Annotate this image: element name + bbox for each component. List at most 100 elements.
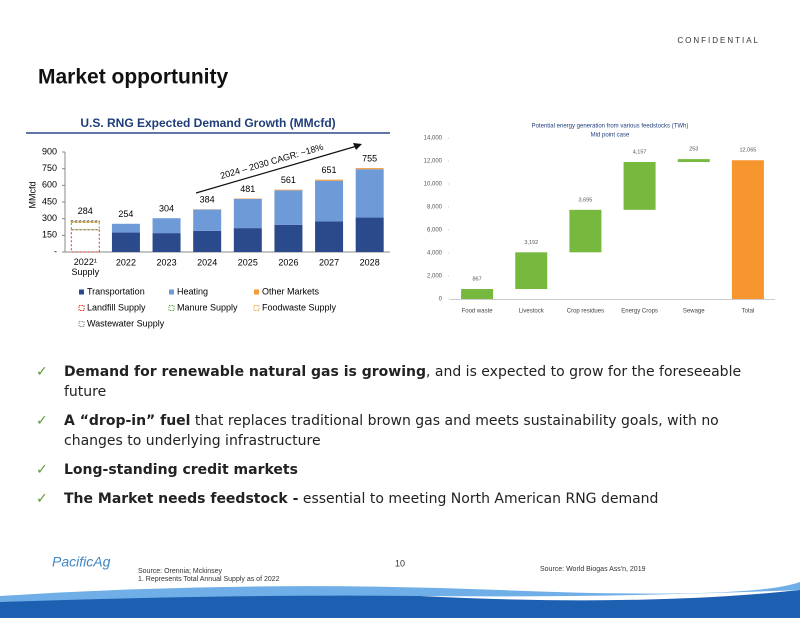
bullet-rest: , and is expected to grow for the forese… xyxy=(64,364,742,400)
bar-segment xyxy=(152,218,181,234)
source-right: Source: World Biogas Ass'n, 2019 xyxy=(540,566,646,573)
bar-segment xyxy=(70,219,100,222)
x-tick-label: Sewage xyxy=(683,309,705,315)
y-tick-label: 8,000 xyxy=(427,205,443,211)
bullet-rest: that replaces traditional brown gas and … xyxy=(64,413,719,449)
bar-segment xyxy=(193,209,222,231)
footer-wave-light xyxy=(0,582,800,602)
bullet-bold: The Market needs feedstock - xyxy=(64,491,299,507)
bar-segment xyxy=(315,221,344,252)
y-tick-label: 300 xyxy=(42,213,57,223)
y-tick-label: 6,000 xyxy=(427,228,443,234)
value-label: 3,192 xyxy=(524,240,538,246)
footer-wave xyxy=(0,590,800,618)
x-tick-label: 2023 xyxy=(157,257,177,267)
waterfall-bar xyxy=(677,159,710,163)
slide-title: Market opportunity xyxy=(38,66,228,89)
value-label: 3,695 xyxy=(579,197,593,203)
legend-swatch xyxy=(169,289,174,295)
cagr-arrow xyxy=(195,145,358,194)
value-label: 867 xyxy=(472,276,481,282)
legend-label: Other Markets xyxy=(262,286,320,296)
y-tick-label: 600 xyxy=(42,180,57,190)
x-tick-label: 2024 xyxy=(197,257,217,267)
legend-label: Foodwaste Supply xyxy=(262,302,337,312)
waterfall-bar xyxy=(731,160,764,299)
waterfall-bar xyxy=(461,289,494,299)
value-label: 4,157 xyxy=(633,149,647,155)
total-label: 481 xyxy=(240,184,255,194)
total-label: 284 xyxy=(78,206,93,216)
check-mark: ✓ xyxy=(36,413,48,429)
footnote: 1. Represents Total Annual Supply as of … xyxy=(138,576,280,583)
check-mark: ✓ xyxy=(36,491,48,507)
bullet-bold: Demand for renewable natural gas is grow… xyxy=(64,364,426,380)
y-tick-label: 14,000 xyxy=(424,136,443,142)
x-tick-label: Livestock xyxy=(519,309,545,315)
total-label: 304 xyxy=(159,204,174,214)
legend-swatch xyxy=(253,305,260,311)
bar-segment xyxy=(355,169,384,218)
y-tick-label: 2,000 xyxy=(427,274,443,280)
bar-segment xyxy=(233,199,262,229)
bullet-rest: essential to meeting North American RNG … xyxy=(298,491,659,507)
bar-segment xyxy=(152,233,181,252)
annotation: 2024 – 2030 CAGR: ~18% xyxy=(219,142,324,181)
bar-segment xyxy=(315,179,344,181)
total-label: 384 xyxy=(200,195,215,205)
y-tick-label: 0 xyxy=(439,297,443,303)
bullet-text: The Market needs feedstock - essential t… xyxy=(64,489,658,509)
bar-segment xyxy=(70,222,100,231)
legend-label: Heating xyxy=(177,286,208,296)
y-tick-label: 900 xyxy=(42,146,57,156)
chart2-title: Potential energy generation from various… xyxy=(532,124,689,130)
bullet-text: Demand for renewable natural gas is grow… xyxy=(64,362,756,402)
source-left: Source: Orennia; Mckinsey xyxy=(138,568,223,575)
legend-label: Wastewater Supply xyxy=(87,318,165,328)
logo: PacificAg xyxy=(52,554,111,570)
y-tick-label: 12,000 xyxy=(424,159,443,165)
x-tick-label: 2022 xyxy=(116,257,136,267)
bar-segment xyxy=(70,229,100,253)
bar-segment xyxy=(193,230,222,252)
bar-segment xyxy=(111,232,140,252)
x-tick-label: 2022¹ Supply xyxy=(72,257,100,277)
legend-swatch xyxy=(254,289,259,295)
bullet: ✓ A “drop-in” fuel that replaces traditio… xyxy=(36,411,756,451)
bullet-bold: Long-standing credit markets xyxy=(64,462,298,478)
legend-label: Landfill Supply xyxy=(87,302,146,312)
check-mark: ✓ xyxy=(36,364,48,380)
legend-swatch xyxy=(78,321,85,327)
total-label: 755 xyxy=(362,153,377,163)
x-tick-label: Crop residues xyxy=(567,309,604,315)
value-label: 253 xyxy=(689,147,698,153)
bullet-list: ✓ Demand for renewable natural gas is gro… xyxy=(36,362,756,518)
value-label: 12,065 xyxy=(740,148,757,154)
waterfall-bar xyxy=(623,162,656,210)
legend-label: Manure Supply xyxy=(177,302,238,312)
x-tick-label: 2026 xyxy=(278,257,298,267)
chart1-title: U.S. RNG Expected Demand Growth (MMcfd) xyxy=(80,116,335,130)
total-label: 254 xyxy=(118,209,133,219)
bar-segment xyxy=(233,228,262,252)
bullet-text: A “drop-in” fuel that replaces tradition… xyxy=(64,411,756,451)
bar-segment xyxy=(355,168,384,170)
legend-swatch xyxy=(78,305,85,311)
bullet: ✓ Long-standing credit markets xyxy=(36,460,756,480)
total-label: 561 xyxy=(281,175,296,185)
legend-swatch xyxy=(168,305,175,311)
y-tick-label: 10,000 xyxy=(424,182,443,188)
legend-label: Transportation xyxy=(87,286,145,296)
bar-segment xyxy=(274,189,303,191)
x-tick-label: 2027 xyxy=(319,257,339,267)
y-tick-label: 4,000 xyxy=(427,251,443,257)
y-axis-label: MMcfd xyxy=(27,182,37,209)
cagr-arrowhead xyxy=(353,143,362,150)
bar-segment xyxy=(274,224,303,252)
waterfall-bar xyxy=(515,252,548,290)
y-tick-label: - xyxy=(54,246,57,256)
page-number: 10 xyxy=(395,558,405,568)
x-tick-label: 2025 xyxy=(238,257,258,267)
